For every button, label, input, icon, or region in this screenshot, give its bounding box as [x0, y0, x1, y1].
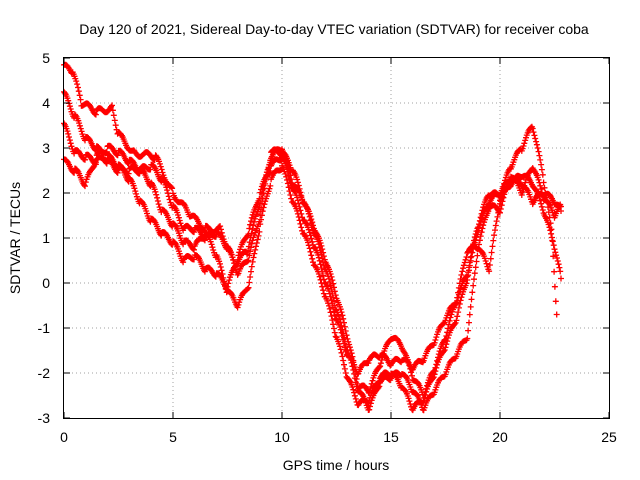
x-tick-label: 15 [383, 429, 399, 445]
x-tick-label: 10 [274, 429, 290, 445]
y-tick-label: 1 [42, 230, 50, 246]
grid [64, 58, 609, 418]
x-tick-label: 25 [601, 429, 617, 445]
series-markers [61, 120, 564, 378]
x-tick-label: 0 [60, 429, 68, 445]
chart-title: Day 120 of 2021, Sidereal Day-to-day VTE… [79, 21, 589, 37]
series-trace-2 [61, 88, 564, 414]
y-tick-label: -2 [38, 365, 51, 381]
series-markers [61, 88, 564, 414]
x-tick-label: 20 [492, 429, 508, 445]
y-axis-label: SDTVAR / TECUs [7, 182, 23, 294]
y-tick-label: 3 [42, 140, 50, 156]
plot-frame [63, 57, 610, 419]
y-tick-label: 4 [42, 95, 50, 111]
series-trace-3 [61, 120, 564, 378]
y-tick-label: 2 [42, 185, 50, 201]
y-tick-label: -3 [38, 410, 51, 426]
data-points [61, 61, 564, 414]
y-tick-label: 0 [42, 275, 50, 291]
x-axis-label: GPS time / hours [283, 457, 390, 473]
y-tick-label: -1 [38, 320, 51, 336]
y-tick-label: 5 [42, 50, 50, 66]
x-tick-label: 5 [169, 429, 177, 445]
axis-ticks: 0 5 10 15 20 25 -3 -2 -1 0 1 2 3 4 5 [38, 50, 617, 445]
